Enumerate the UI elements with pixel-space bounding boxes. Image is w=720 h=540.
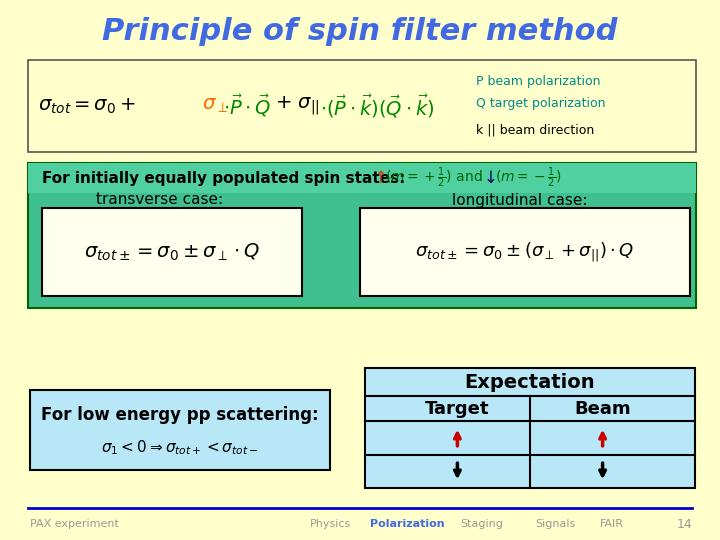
Text: $\cdot(\vec{P}\cdot\vec{k})(\vec{Q}\cdot\vec{k})$: $\cdot(\vec{P}\cdot\vec{k})(\vec{Q}\cdot…	[320, 92, 434, 120]
Text: $\sigma_{tot\pm} = \sigma_0 \pm \sigma_\perp \cdot Q$: $\sigma_{tot\pm} = \sigma_0 \pm \sigma_\…	[84, 241, 260, 262]
Text: $\cdot\vec{P}\cdot\vec{Q}$: $\cdot\vec{P}\cdot\vec{Q}$	[223, 93, 271, 119]
Text: 14: 14	[676, 517, 692, 530]
Text: $\downarrow$: $\downarrow$	[480, 169, 496, 187]
Text: Target: Target	[425, 400, 490, 417]
FancyBboxPatch shape	[28, 163, 696, 193]
Text: $\sigma_\perp$: $\sigma_\perp$	[202, 97, 228, 116]
Text: For initially equally populated spin states:: For initially equally populated spin sta…	[42, 171, 405, 186]
Text: $(m=-\frac{1}{2})$: $(m=-\frac{1}{2})$	[495, 166, 562, 190]
FancyBboxPatch shape	[42, 208, 302, 296]
Text: FAIR: FAIR	[600, 519, 624, 529]
FancyBboxPatch shape	[28, 163, 696, 308]
Text: Staging: Staging	[460, 519, 503, 529]
Text: Principle of spin filter method: Principle of spin filter method	[102, 17, 618, 46]
Text: P beam polarization: P beam polarization	[476, 76, 600, 89]
Text: PAX experiment: PAX experiment	[30, 519, 119, 529]
Text: $+\ \sigma_{||}$: $+\ \sigma_{||}$	[275, 94, 320, 117]
FancyBboxPatch shape	[28, 60, 696, 152]
Text: $\sigma_{tot} = \sigma_0 +$: $\sigma_{tot} = \sigma_0 +$	[38, 96, 135, 116]
Text: longitudinal case:: longitudinal case:	[452, 192, 588, 207]
Text: For low energy pp scattering:: For low energy pp scattering:	[41, 406, 319, 424]
Text: $\sigma_1{<}0 \Rightarrow \sigma_{tot+}{<}\sigma_{tot-}$: $\sigma_1{<}0 \Rightarrow \sigma_{tot+}{…	[102, 438, 258, 457]
Text: k || beam direction: k || beam direction	[476, 124, 594, 137]
Text: Signals: Signals	[535, 519, 575, 529]
Text: transverse case:: transverse case:	[96, 192, 224, 207]
Text: Polarization: Polarization	[370, 519, 445, 529]
Text: $\uparrow$: $\uparrow$	[370, 169, 386, 187]
Text: Expectation: Expectation	[464, 373, 595, 392]
Text: Q target polarization: Q target polarization	[476, 97, 606, 110]
FancyBboxPatch shape	[360, 208, 690, 296]
FancyBboxPatch shape	[365, 368, 695, 488]
FancyBboxPatch shape	[30, 390, 330, 470]
Text: $\sigma_{tot\pm} = \sigma_0 \pm (\sigma_\perp + \sigma_{||})\cdot Q$: $\sigma_{tot\pm} = \sigma_0 \pm (\sigma_…	[415, 240, 634, 264]
Text: $(m=+\frac{1}{2})$ and: $(m=+\frac{1}{2})$ and	[385, 166, 482, 190]
Text: Physics: Physics	[310, 519, 351, 529]
Text: Beam: Beam	[575, 400, 631, 417]
